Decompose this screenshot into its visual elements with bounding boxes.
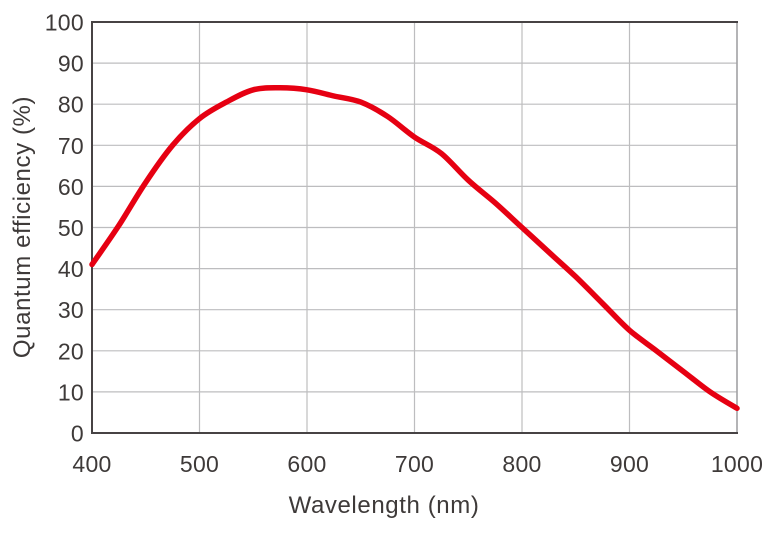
series-layer (89, 85, 740, 412)
y-tick-label: 20 (58, 338, 84, 364)
x-axis-title: Wavelength (nm) (289, 492, 480, 519)
x-tick-label: 800 (502, 451, 541, 477)
y-tick-label: 40 (58, 256, 84, 282)
y-tick-label: 90 (58, 51, 84, 77)
y-tick-label: 0 (71, 421, 84, 447)
x-tick-label: 700 (395, 451, 434, 477)
x-tick-label: 600 (287, 451, 326, 477)
x-tick-label: 500 (180, 451, 219, 477)
gridlines (92, 22, 738, 433)
y-axis-title: Quantum efficiency (%) (9, 96, 36, 358)
x-tick-label: 900 (610, 451, 649, 477)
y-tick-label: 100 (45, 10, 84, 36)
tick-labels: 0 10 20 30 40 50 60 70 80 90 100 400 500 600 700 800 900… (45, 10, 763, 478)
y-tick-label: 50 (58, 215, 84, 241)
y-tick-label: 80 (58, 92, 84, 118)
y-tick-label: 70 (58, 133, 84, 159)
y-tick-label: 60 (58, 174, 84, 200)
y-tick-label: 30 (58, 297, 84, 323)
x-tick-label: 400 (72, 451, 111, 477)
x-tick-label: 1000 (711, 451, 763, 477)
qe-curve (89, 85, 740, 412)
axes (91, 21, 738, 434)
y-tick-label: 10 (58, 379, 84, 405)
